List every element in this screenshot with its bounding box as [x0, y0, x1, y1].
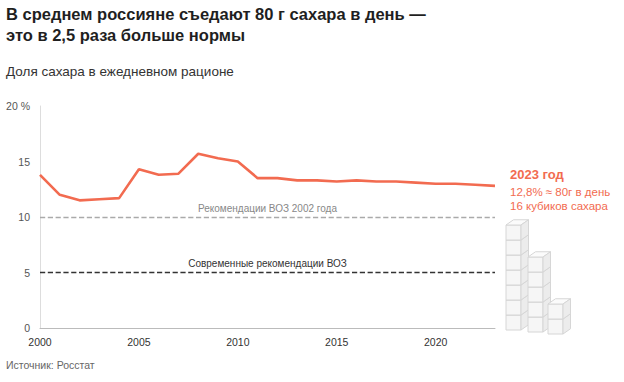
svg-text:2020: 2020 [424, 336, 448, 348]
svg-text:2015: 2015 [325, 336, 349, 348]
svg-text:5: 5 [24, 267, 30, 279]
svg-text:2023 год: 2023 год [510, 167, 565, 182]
svg-text:Рекомендации ВОЗ 2002 года: Рекомендации ВОЗ 2002 года [198, 203, 337, 214]
svg-text:2005: 2005 [127, 336, 151, 348]
svg-text:0: 0 [24, 322, 30, 334]
svg-text:20 %: 20 % [6, 100, 30, 112]
svg-text:10: 10 [18, 211, 30, 223]
svg-text:2010: 2010 [226, 336, 250, 348]
svg-text:2000: 2000 [28, 336, 52, 348]
svg-text:Современные рекомендации ВОЗ: Современные рекомендации ВОЗ [188, 258, 347, 269]
svg-text:16 кубиков сахара: 16 кубиков сахара [510, 200, 608, 212]
svg-text:15: 15 [18, 156, 30, 168]
html-text:Доля сахара в ежедневном рацио: Доля сахара в ежедневном рационе [6, 64, 234, 79]
html-text:В среднем россияне съедают 80: В среднем россияне съедают 80 г сахара в… [6, 5, 426, 44]
svg-text:12,8% ≈ 80г в день: 12,8% ≈ 80г в день [510, 186, 610, 198]
html-text:Источник: Росстат: Источник: Росстат [6, 359, 95, 371]
